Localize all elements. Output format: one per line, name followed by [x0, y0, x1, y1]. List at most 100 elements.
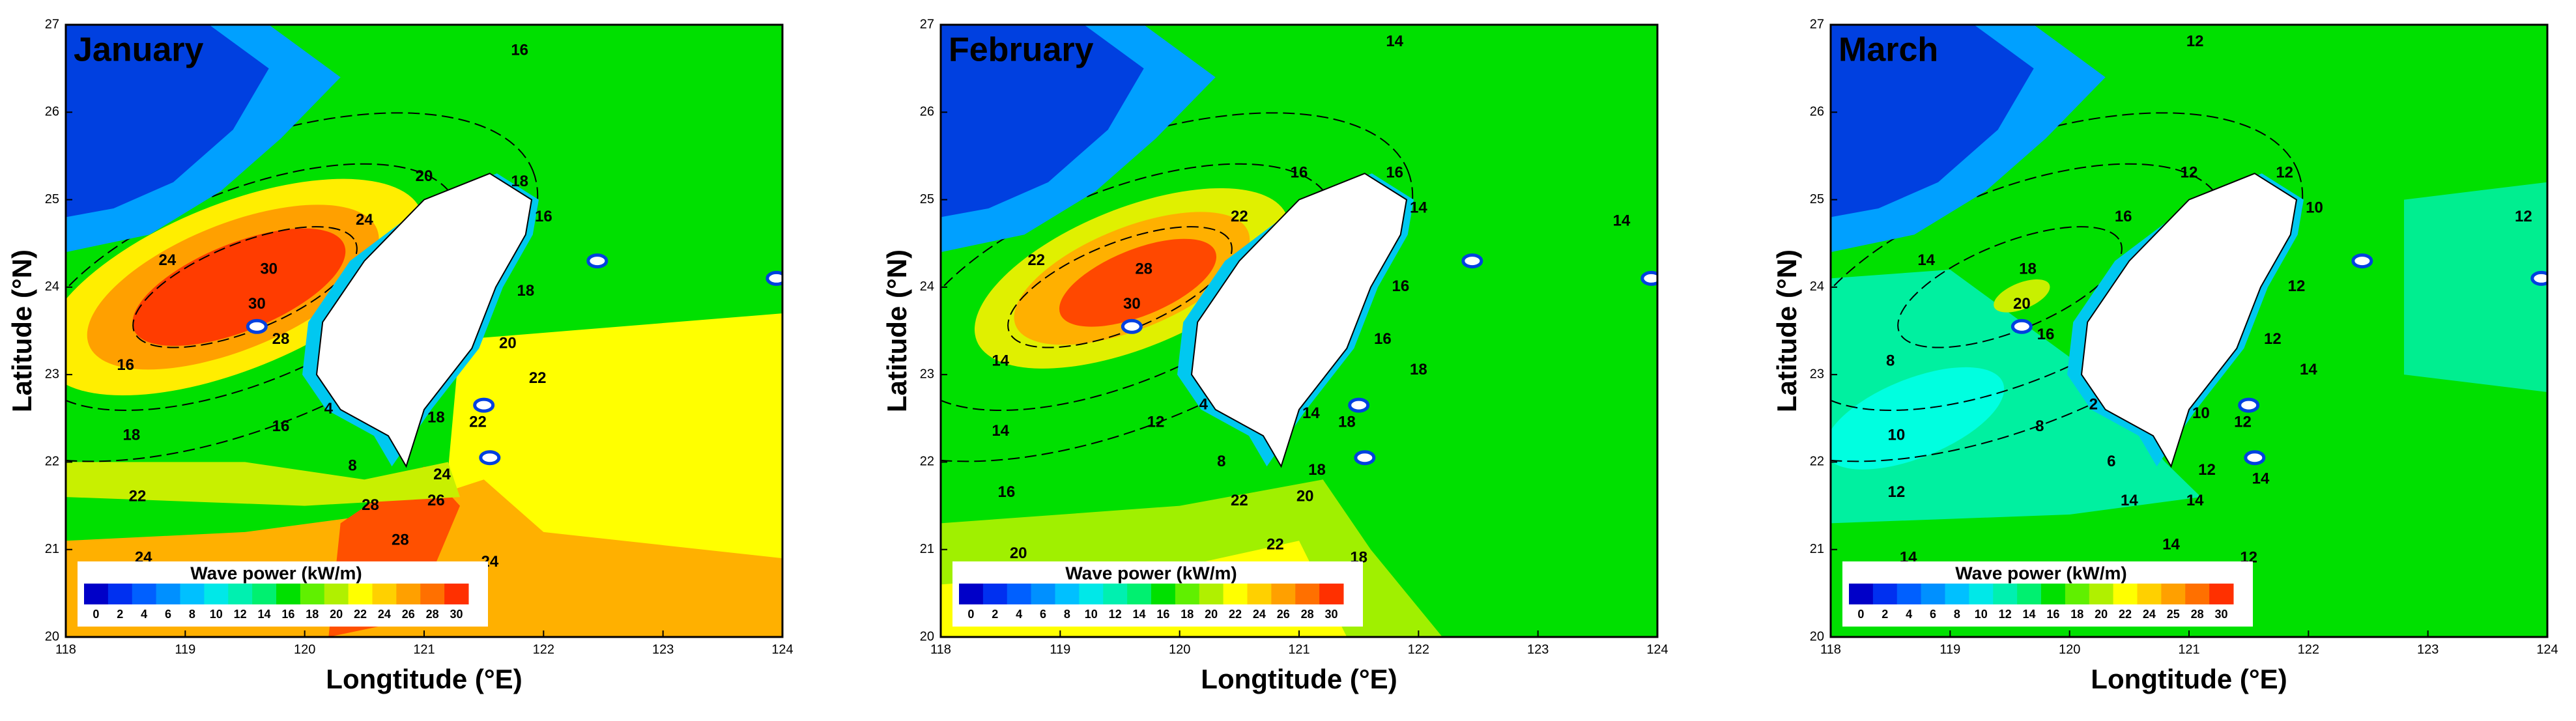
- x-tick-label: 121: [413, 642, 435, 657]
- contour-line: [1897, 226, 2123, 348]
- island: [1348, 397, 1370, 413]
- colorbar-swatch: [1319, 584, 1344, 604]
- x-axis-label: Longtitude (°E): [326, 664, 522, 694]
- contour-label: 28: [1135, 260, 1152, 277]
- field: [1831, 25, 2547, 637]
- colorbar-tick-label: 24: [378, 608, 391, 621]
- contour-label: 14: [1917, 251, 1935, 269]
- colorbar-tick-label: 24: [2143, 608, 2156, 621]
- colorbar-swatch: [252, 584, 277, 604]
- colorbar-swatch: [2185, 584, 2210, 604]
- contour-label: 16: [2115, 208, 2132, 225]
- colorbar-swatch: [2017, 584, 2042, 604]
- contour-label: 16: [1291, 164, 1308, 182]
- colorbar-tick-label: 18: [306, 608, 319, 621]
- colorbar-tick-label: 30: [2215, 608, 2228, 621]
- colorbar-swatch: [348, 584, 373, 604]
- colorbar-swatch: [2089, 584, 2114, 604]
- colorbar-tick-label: 22: [1229, 608, 1242, 621]
- island: [1640, 270, 1657, 286]
- contour-label: 24: [433, 466, 451, 483]
- contour-label: 26: [427, 492, 445, 509]
- contour-label: 16: [511, 42, 528, 59]
- contour-label: 20: [499, 334, 517, 352]
- coast-water: [941, 25, 1144, 218]
- y-tick-label: 22: [920, 455, 934, 469]
- colorbar-swatch: [276, 584, 301, 604]
- contour-line: [1007, 226, 1233, 348]
- colorbar-tick-label: 14: [2023, 608, 2036, 621]
- x-axis-label: Longtitude (°E): [1201, 664, 1397, 694]
- y-axis-label: Latitude (°N): [1771, 249, 1802, 412]
- contour-label: 12: [2288, 277, 2306, 295]
- colorbar-swatch: [1945, 584, 1969, 604]
- contour-label: 4: [324, 400, 334, 417]
- contour-line: [1831, 112, 2304, 462]
- y-tick-label: 26: [45, 105, 59, 119]
- colorbar-swatch: [1849, 584, 1874, 604]
- colorbar-swatch: [1055, 584, 1080, 604]
- island: [1354, 450, 1376, 466]
- colorbar-tick-label: 4: [1016, 608, 1022, 621]
- contour-label: 16: [117, 356, 134, 374]
- y-tick-label: 26: [920, 105, 934, 119]
- colorbar-tick-label: 2: [117, 608, 123, 621]
- contour-label: 12: [2276, 164, 2293, 182]
- colorbar-swatch: [444, 584, 469, 604]
- x-tick-label: 123: [2417, 642, 2439, 657]
- contour-label: 12: [2234, 413, 2252, 431]
- colorbar-swatch: [1223, 584, 1248, 604]
- y-tick-label: 23: [45, 367, 59, 381]
- contour-label: 20: [1296, 487, 1314, 505]
- x-tick-label: 118: [930, 642, 951, 657]
- y-tick-label: 27: [920, 17, 934, 31]
- y-tick-label: 24: [1810, 279, 1824, 294]
- colorbar-tick-label: 6: [1040, 608, 1046, 621]
- contour-label: 10: [1887, 426, 1905, 444]
- colorbar-swatch: [204, 584, 229, 604]
- field-region: [66, 462, 460, 506]
- colorbar-swatch: [1271, 584, 1296, 604]
- y-tick-label: 24: [920, 279, 934, 294]
- contour-label: 14: [2252, 470, 2270, 488]
- contour-label: 18: [1338, 413, 1356, 431]
- colorbar-tick-label: 26: [402, 608, 415, 621]
- colorbar-tick-label: 20: [330, 608, 343, 621]
- x-tick-label: 119: [1939, 642, 1960, 657]
- contour-label: 14: [2186, 492, 2204, 509]
- contour-line: [941, 112, 1414, 462]
- colorbar-swatch: [1921, 584, 1945, 604]
- x-tick-label: 120: [1169, 642, 1190, 657]
- y-tick-label: 22: [1810, 455, 1824, 469]
- contour-label: 16: [1386, 164, 1403, 182]
- contour-label: 22: [469, 413, 487, 431]
- y-tick-label: 20: [45, 629, 59, 643]
- contour-label: 12: [2515, 208, 2532, 225]
- colorbar-tick-label: 18: [1181, 608, 1194, 621]
- y-tick-label: 21: [920, 542, 934, 556]
- y-tick-label: 25: [920, 192, 934, 206]
- y-axis-label: Latitude (°N): [7, 249, 37, 412]
- colorbar-tick-label: 25: [2167, 608, 2180, 621]
- contour-label: 14: [1302, 404, 1320, 422]
- colorbar-tick-label: 16: [1156, 608, 1169, 621]
- colorbar-swatch: [2209, 584, 2234, 604]
- colorbar-title: Wave power (kW/m): [1955, 563, 2126, 583]
- contour-label: 8: [1217, 453, 1225, 470]
- colorbar-swatch: [1103, 584, 1128, 604]
- coast-water: [66, 25, 269, 218]
- x-tick-label: 123: [652, 642, 674, 657]
- x-tick-label: 121: [2178, 642, 2199, 657]
- island: [2238, 397, 2260, 413]
- colorbar-swatch: [372, 584, 397, 604]
- contour-label: 8: [1886, 352, 1895, 369]
- taiwan: [2080, 173, 2298, 468]
- y-tick-label: 26: [1810, 105, 1824, 119]
- colorbar-tick-label: 10: [210, 608, 223, 621]
- panel: 118 119 120 121 122 123 1242021222324252627Lon…: [7, 17, 794, 694]
- colorbar-swatch: [1007, 584, 1032, 604]
- colorbar-swatch: [300, 584, 325, 604]
- contour-label: 16: [997, 483, 1015, 501]
- x-tick-label: 122: [1408, 642, 1429, 657]
